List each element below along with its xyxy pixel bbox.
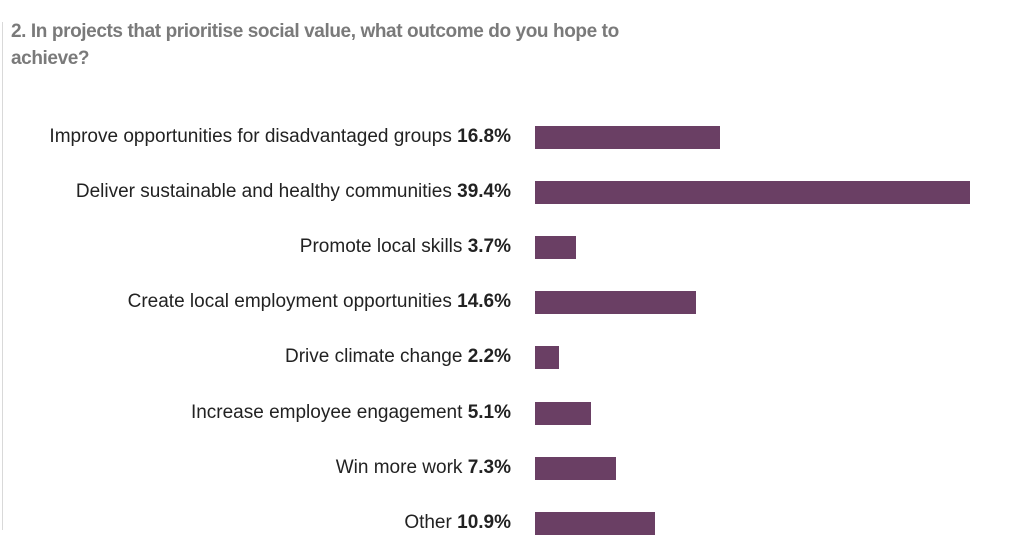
category-label: Improve opportunities for disadvantaged … — [49, 126, 452, 147]
category-label: Deliver sustainable and healthy communit… — [75, 181, 452, 203]
value-label: 39.4% — [457, 181, 511, 203]
left-divider-line — [2, 22, 3, 530]
bar-label: Promote local skills 3.7% — [300, 233, 511, 261]
category-label: Create local employment opportunities — [127, 291, 452, 313]
category-label: Drive climate change — [284, 346, 463, 368]
bar-row: Improve opportunities for disadvantaged … — [0, 126, 1024, 149]
bar-label: Deliver sustainable and healthy communit… — [76, 178, 511, 206]
bar-row: Drive climate change 2.2% — [0, 343, 1024, 371]
value-label: 14.6% — [457, 291, 511, 313]
category-label: Promote local skills — [299, 236, 463, 258]
bar — [535, 346, 559, 370]
value-label: 2.2% — [467, 346, 511, 368]
bar-row: Increase employee engagement 5.1% — [0, 399, 1024, 427]
bar — [535, 511, 655, 535]
bar — [535, 291, 696, 315]
bar-row: Create local employment opportunities 14… — [0, 288, 1024, 316]
value-label: 3.7% — [467, 236, 511, 258]
bar — [535, 181, 970, 205]
category-label: Other — [404, 511, 452, 533]
chart-title: 2. In projects that prioritise social va… — [11, 21, 619, 69]
bar — [535, 401, 591, 425]
bar-row: Promote local skills 3.7% — [0, 233, 1024, 261]
value-label: 10.9% — [457, 511, 511, 533]
bar-label: Win more work 7.3% — [336, 454, 511, 482]
category-label: Win more work — [335, 456, 463, 478]
value-label: 16.8% — [457, 126, 511, 147]
bar — [535, 236, 576, 260]
value-label: 5.1% — [467, 401, 511, 423]
value-label: 7.3% — [467, 456, 511, 478]
bar-row: Win more work 7.3% — [0, 454, 1024, 482]
bar-label: Increase employee engagement 5.1% — [191, 399, 511, 427]
bar-label: Other 10.9% — [404, 509, 511, 537]
bar — [535, 456, 616, 480]
bar-label: Drive climate change 2.2% — [285, 343, 511, 371]
category-label: Increase employee engagement — [190, 401, 463, 423]
bar — [535, 126, 720, 149]
bar-label: Create local employment opportunities 14… — [128, 288, 511, 316]
bar-label: Improve opportunities for disadvantaged … — [49, 123, 511, 151]
bar-row: Other 10.9% — [0, 509, 1024, 537]
bar-row: Deliver sustainable and healthy communit… — [0, 178, 1024, 206]
